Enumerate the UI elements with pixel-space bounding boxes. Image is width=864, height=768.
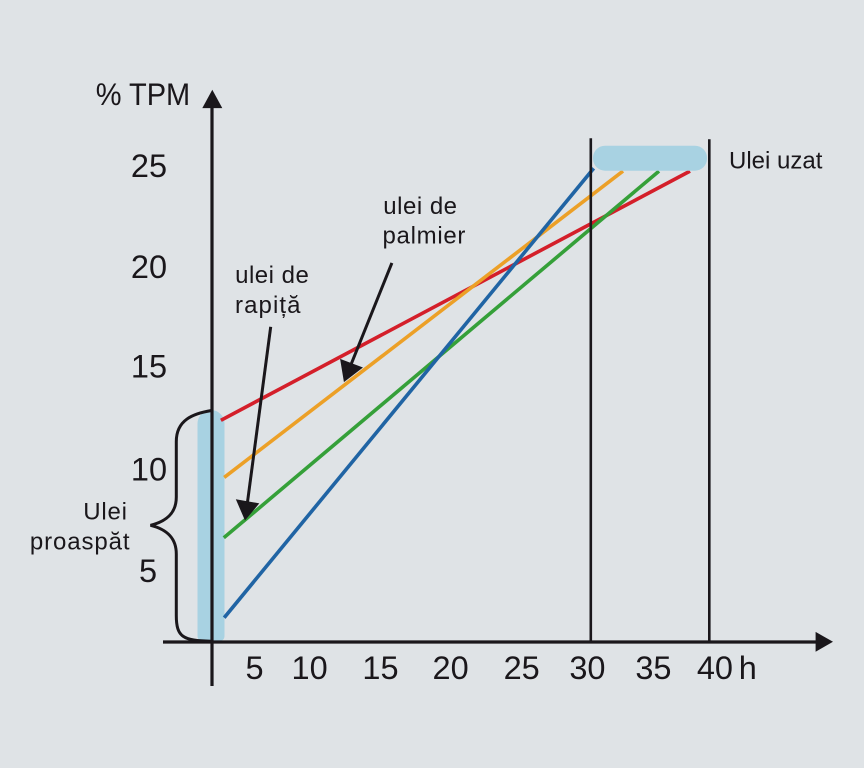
svg-text:Ulei uzat: Ulei uzat — [729, 148, 823, 175]
svg-text:palmier: palmier — [383, 223, 467, 250]
svg-text:Ulei: Ulei — [83, 498, 128, 525]
svg-text:ulei de: ulei de — [383, 193, 457, 220]
svg-text:40: 40 — [697, 650, 733, 686]
svg-text:20: 20 — [433, 650, 469, 686]
svg-text:ulei de: ulei de — [235, 262, 309, 289]
svg-text:5: 5 — [245, 650, 263, 686]
svg-text:15: 15 — [362, 650, 398, 686]
svg-text:rapiță: rapiță — [235, 292, 302, 319]
svg-text:35: 35 — [635, 650, 671, 686]
svg-text:10: 10 — [131, 452, 167, 488]
svg-text:20: 20 — [131, 249, 167, 285]
svg-text:h: h — [739, 650, 757, 686]
svg-text:5: 5 — [139, 553, 157, 589]
svg-text:proaspăt: proaspăt — [30, 528, 131, 555]
svg-text:% TPM: % TPM — [96, 76, 191, 112]
svg-text:15: 15 — [131, 349, 167, 385]
svg-text:25: 25 — [504, 650, 540, 686]
svg-text:25: 25 — [131, 148, 167, 184]
svg-text:10: 10 — [292, 650, 328, 686]
svg-text:30: 30 — [569, 650, 605, 686]
